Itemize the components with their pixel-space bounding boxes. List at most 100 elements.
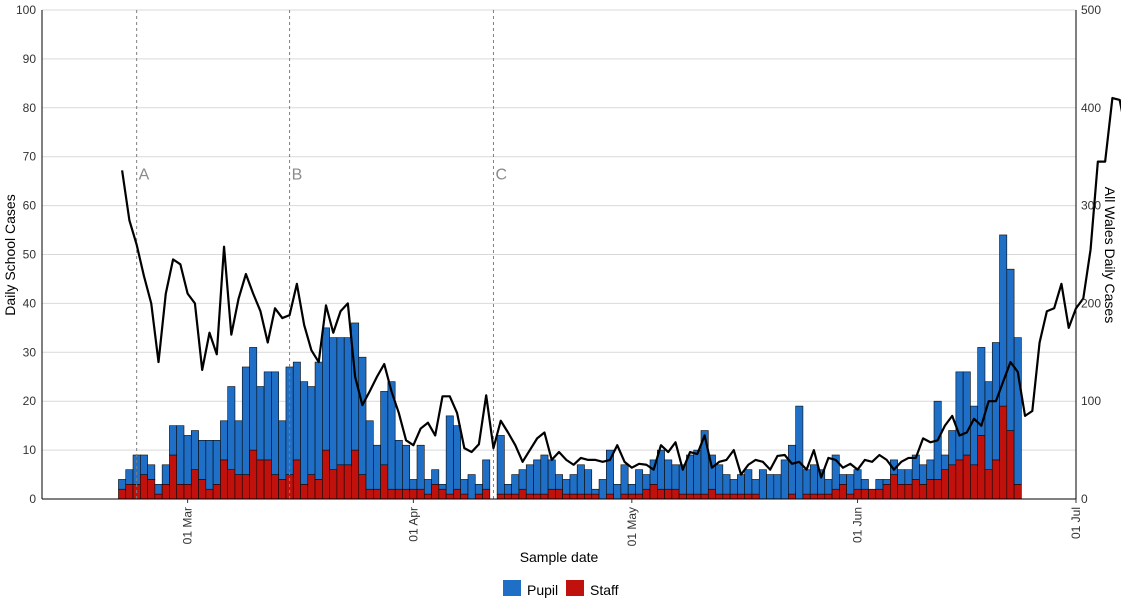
bar-staff [511, 493, 520, 500]
bar-staff [824, 493, 833, 500]
line-layer [121, 96, 1121, 479]
bar-pupil [751, 479, 760, 495]
bar-pupil [409, 479, 418, 490]
bar-staff [241, 474, 250, 500]
bar-staff [482, 488, 491, 500]
bar-staff [817, 493, 826, 500]
y-tick-label: 50 [23, 248, 37, 262]
bar-staff [343, 464, 352, 500]
bar-pupil [722, 474, 731, 495]
bars-layer [118, 234, 1022, 500]
bar-staff [591, 493, 600, 500]
bar-staff [249, 449, 258, 500]
bar-staff [904, 484, 913, 500]
bar-pupil [467, 474, 476, 500]
bar-staff [882, 484, 891, 500]
bar-pupil [744, 469, 753, 495]
bar-staff [678, 493, 687, 500]
bar-pupil [664, 459, 673, 490]
bar-staff [358, 474, 367, 500]
bar-pupil [984, 381, 993, 470]
x-tick-label: 01 Mar [181, 507, 195, 544]
y2-axis-title: All Wales Daily Cases [1102, 187, 1118, 323]
labels-layer: Sample date Daily School Cases All Wales… [2, 187, 1118, 565]
bar-pupil [962, 371, 971, 456]
x-tick-label: 01 Jul [1069, 507, 1083, 539]
annotation-label: C [495, 166, 507, 183]
bar-staff [387, 488, 396, 500]
bar-staff [729, 493, 738, 500]
bar-pupil [598, 479, 607, 500]
bar-pupil [758, 469, 767, 500]
bar-pupil [562, 479, 571, 495]
bar-staff [846, 493, 855, 500]
bar-pupil [190, 430, 199, 470]
bar-pupil [882, 479, 891, 485]
bar-pupil [118, 479, 127, 490]
bar-staff [686, 493, 695, 500]
bar-pupil [606, 449, 614, 495]
bar-staff [649, 484, 658, 500]
bar-pupil [380, 391, 389, 466]
bar-pupil [300, 381, 309, 485]
bar-pupil [227, 386, 236, 470]
series-line-all-wales [121, 96, 1121, 479]
bar-staff [271, 474, 279, 500]
bar-staff [715, 493, 724, 500]
bar-staff [423, 493, 432, 500]
bar-staff [307, 474, 316, 500]
bar-staff [1013, 484, 1022, 500]
legend-swatch-pupil [503, 580, 521, 596]
bar-pupil [525, 464, 534, 495]
grid-layer [42, 9, 1076, 500]
bar-pupil [940, 454, 949, 470]
bar-pupil [860, 479, 869, 490]
bar-pupil [161, 464, 170, 485]
bar-staff [504, 493, 512, 500]
bar-pupil [613, 484, 622, 500]
x-tick-label: 01 Jun [851, 507, 865, 543]
bar-staff [212, 484, 221, 500]
bar-pupil [256, 386, 265, 461]
bar-pupil [482, 459, 491, 490]
bar-pupil [576, 464, 585, 495]
bar-pupil [154, 484, 163, 495]
y2-tick-label: 300 [1081, 199, 1101, 213]
bar-pupil [1006, 268, 1015, 431]
bar-pupil [140, 454, 148, 475]
bar-staff [1006, 430, 1015, 500]
bar-pupil [198, 440, 207, 480]
bar-pupil [343, 337, 352, 466]
bar-staff [576, 493, 585, 500]
bar-pupil [460, 479, 469, 495]
bar-staff [991, 459, 1000, 500]
y-tick-label: 100 [16, 3, 36, 17]
bar-pupil [336, 337, 345, 466]
bar-staff [190, 469, 199, 500]
y-axis-title: Daily School Cases [2, 194, 18, 315]
bar-staff [183, 484, 192, 500]
legend: Pupil Staff [503, 580, 619, 598]
bar-staff [373, 488, 381, 500]
y-tick-label: 0 [29, 492, 36, 506]
bar-pupil [241, 366, 250, 475]
bar-pupil [555, 474, 563, 490]
bar-pupil [234, 420, 243, 475]
bar-staff [169, 454, 178, 500]
bar-pupil [1013, 337, 1022, 485]
bar-staff [700, 493, 709, 500]
bar-pupil [329, 337, 338, 470]
bar-staff [919, 484, 928, 500]
bar-staff [336, 464, 345, 500]
bar-staff [693, 493, 702, 500]
bar-staff [525, 493, 534, 500]
bar-pupil [693, 449, 702, 495]
bar-staff [606, 493, 614, 500]
bar-staff [744, 493, 753, 500]
y2-tick-label: 100 [1081, 394, 1101, 408]
bar-pupil [183, 435, 192, 485]
bar-staff [722, 493, 731, 500]
bar-staff [627, 493, 636, 500]
y-tick-label: 80 [23, 101, 37, 115]
bar-pupil [875, 479, 884, 490]
